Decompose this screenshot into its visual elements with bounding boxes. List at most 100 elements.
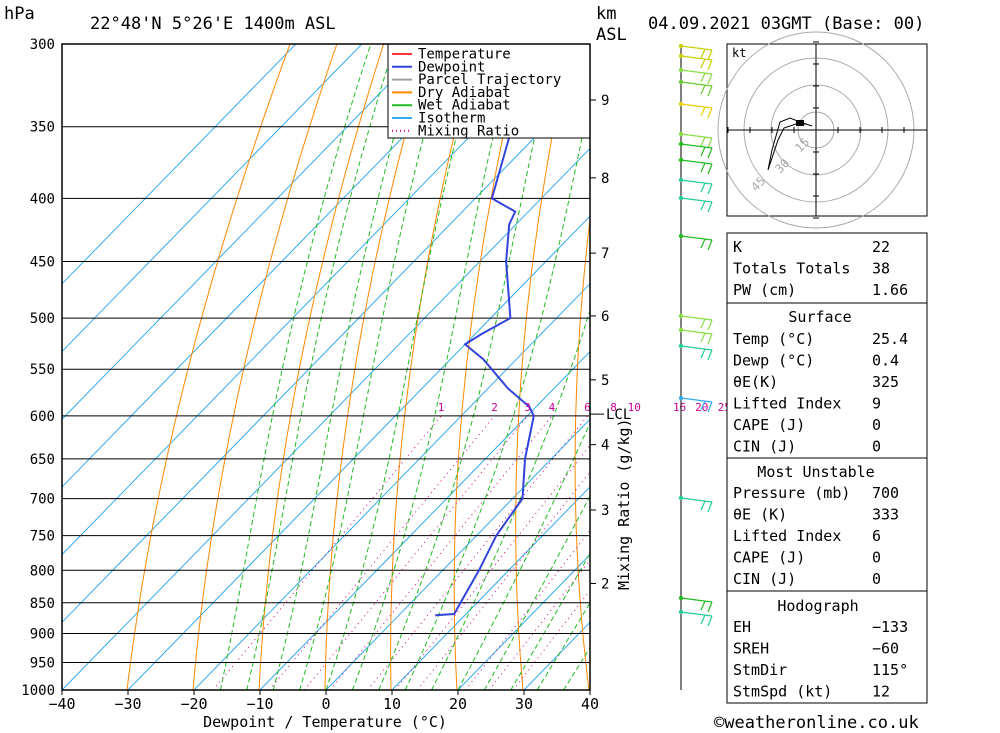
isotherm-line (62, 44, 495, 488)
pressure-tick-label: 550 (30, 362, 55, 378)
mixing-ratio-value-label: 10 (628, 401, 641, 414)
hodograph-row-value: 12 (872, 683, 890, 701)
dry-adiabat-line (992, 44, 1000, 690)
pressure-tick-label: 700 (30, 492, 55, 508)
legend-entry: Dewpoint (418, 59, 485, 75)
wind-barb-feather (707, 147, 713, 159)
wind-barb-feather (700, 162, 706, 173)
wind-barb-dot (678, 595, 684, 601)
wind-barb-shaft (680, 55, 713, 61)
wind-barb-feather (700, 72, 706, 83)
datetime-label: 04.09.2021 03GMT (Base: 00) (648, 14, 924, 34)
isotherm-line (62, 44, 297, 285)
pressure-tick-label: 850 (30, 596, 55, 612)
isotherm-line (62, 44, 363, 353)
wind-barb-dot (678, 53, 684, 59)
mixing-ratio-line (303, 415, 528, 690)
wind-barb-feather (707, 107, 713, 119)
mixing-ratio-line (394, 444, 590, 690)
hodograph-row-label: EH (733, 618, 751, 636)
hodograph-row-value: 115° (872, 661, 908, 679)
mixing-ratio-axis-label: Mixing Ratio (g/kg) (615, 418, 633, 590)
mixing-ratio-value-label: 16 (673, 401, 686, 414)
isotherm-line (62, 44, 429, 420)
pressure-tick-label: 950 (30, 655, 55, 671)
wind-barb-feather (700, 500, 706, 511)
most-unstable-row-value: 0 (872, 570, 881, 588)
most-unstable-row-label: CAPE (J) (733, 549, 805, 567)
dry-adiabat-line (689, 44, 721, 690)
wind-barb-feather (700, 136, 706, 147)
wind-barb-feather (700, 614, 706, 625)
wind-barb-feather (700, 348, 706, 359)
mixing-ratio-line (268, 415, 495, 690)
pressure-tick-label: 350 (30, 120, 55, 136)
hodograph-table-title: Hodograph (777, 597, 858, 615)
temperature-tick-label: −20 (180, 695, 207, 713)
isotherm-line (62, 147, 590, 690)
wind-barb-feather (707, 85, 713, 97)
wet-adiabat-line (457, 421, 590, 690)
pressure-tick-label: 400 (30, 191, 55, 207)
wind-barb-dot (678, 395, 684, 401)
wet-adiabat-line (219, 44, 372, 690)
dry-adiabat-line (515, 44, 572, 690)
mixing-ratio-labels: 12346810162025 (438, 401, 731, 414)
lcl-label: LCL (606, 407, 631, 423)
surface-row-value: 0 (872, 438, 881, 456)
wind-barb-dot (678, 101, 684, 107)
temperature-tick-label: 30 (515, 695, 533, 713)
isotherm-line (127, 215, 590, 690)
hodograph-unit-label: kt (732, 46, 746, 60)
wet-adiabat-line (272, 44, 422, 690)
hodograph-row-label: SREH (733, 640, 769, 658)
location-title: 22°48'N 5°26'E 1400m ASL (90, 14, 336, 34)
wind-barb-dot (678, 327, 684, 333)
mixing-ratio-value-label: 4 (549, 401, 556, 414)
legend-entry: Dry Adiabat (418, 85, 511, 101)
wind-barb-feather (707, 183, 713, 195)
isotherm-line (193, 283, 590, 690)
wind-barb-feather (700, 106, 706, 117)
wind-barb-feather (700, 600, 706, 611)
temperature-tick-label: −30 (114, 695, 141, 713)
km-tick-label: 3 (601, 503, 609, 519)
wind-barb-feather (707, 501, 713, 513)
footer-credit: ©weatheronline.co.uk (714, 713, 919, 733)
wet-adiabat-line (299, 44, 450, 690)
wind-barb-dot (678, 177, 684, 183)
mixing-ratio-value-label: 6 (584, 401, 591, 414)
wind-barb-dot (678, 131, 684, 137)
km-tick-label: 8 (601, 171, 609, 187)
wind-barb-shaft (680, 497, 713, 503)
dry-adiabat-line (945, 44, 1000, 690)
wet-adiabat-line (378, 44, 557, 690)
wet-adiabat-line (483, 495, 590, 690)
most-unstable-row-value: 333 (872, 506, 899, 524)
pressure-tick-label: 900 (30, 626, 55, 642)
wind-barb-feather (700, 238, 706, 249)
surface-row-label: Dewp (°C) (733, 352, 814, 370)
hodograph-row-value: −60 (872, 640, 899, 658)
pressure-tick-label: 500 (30, 311, 55, 327)
wind-barb-feather (700, 318, 706, 329)
surface-row-label: Temp (°C) (733, 330, 814, 348)
most-unstable-row-label: CIN (J) (733, 570, 796, 588)
index-row-value: 38 (872, 260, 890, 278)
wind-barb-feather (700, 200, 706, 211)
km-tick-label: 5 (601, 373, 609, 389)
most-unstable-row-value: 6 (872, 527, 881, 545)
wind-barb-shaft (680, 397, 713, 403)
wind-barb-feather (700, 84, 706, 95)
isotherm-line (259, 350, 590, 690)
wind-barb-shaft (680, 597, 713, 603)
wind-barb-shaft (680, 45, 713, 51)
temperature-tick-label: −10 (246, 695, 273, 713)
most-unstable-row-value: 700 (872, 484, 899, 502)
surface-row-value: 0 (872, 416, 881, 434)
wind-barb-shaft (680, 143, 713, 149)
wind-barb-dot (678, 157, 684, 163)
wind-barb-feather (707, 615, 713, 627)
dry-adiabat-line (126, 44, 291, 690)
hodograph-row-label: StmDir (733, 661, 787, 679)
